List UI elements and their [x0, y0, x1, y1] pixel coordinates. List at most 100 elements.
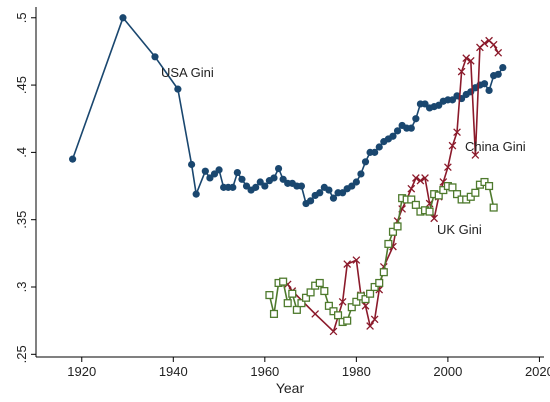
uk-gini-point [393, 222, 402, 231]
china-gini-point [480, 39, 489, 48]
y-tick-label: .45 [14, 76, 29, 94]
x-tick-label: 1940 [159, 364, 188, 379]
usa-gini-point [325, 186, 333, 194]
y-axis-ticks: .25 .3 .35 .4 .45 .5 [14, 12, 36, 363]
usa-gini-point [215, 166, 223, 174]
china-gini-point [453, 128, 461, 137]
uk-gini-point [448, 183, 457, 192]
series-usa-gini [69, 14, 507, 208]
uk-gini-point [334, 311, 343, 320]
x-tick-label: 1960 [250, 364, 279, 379]
x-tick-label: 2000 [433, 364, 462, 379]
y-tick-label: .3 [14, 282, 29, 293]
uk-gini-point [452, 190, 462, 199]
series-uk-gini [265, 177, 498, 327]
china-gini-point [444, 163, 452, 172]
usa-gini-point [238, 175, 246, 183]
uk-gini-point [343, 316, 352, 325]
uk-gini-point [388, 227, 398, 236]
china-gini-point [421, 174, 429, 182]
uk-gini-point [292, 305, 301, 314]
usa-gini-point [192, 190, 200, 198]
usa-gini-point [389, 132, 397, 140]
uk-gini-point [301, 293, 311, 302]
usa-gini-point [270, 174, 278, 182]
uk-gini-point [411, 200, 420, 209]
usa-gini-point [485, 86, 493, 95]
usa-gini-point [480, 80, 489, 88]
usa-gini-point [393, 127, 402, 135]
y-tick-label: .4 [14, 147, 29, 158]
uk-gini-point [297, 299, 306, 308]
usa-gini-point [375, 143, 383, 151]
annotation-uk: UK Gini [437, 222, 482, 237]
china-gini-point [370, 315, 379, 324]
x-tick-label: 1920 [67, 364, 96, 379]
uk-gini-point [361, 295, 370, 304]
uk-gini-point [352, 297, 361, 306]
uk-gini-point [315, 278, 324, 288]
china-gini-point [329, 327, 338, 336]
usa-gini-point [69, 155, 77, 163]
usa-gini-point [412, 115, 420, 123]
usa-gini-point [306, 197, 315, 205]
uk-gini-point [384, 239, 393, 248]
usa-gini-point [352, 178, 360, 186]
usa-gini-point [188, 160, 196, 169]
x-axis-ticks: 1920 1940 1960 1980 2000 2020 [67, 357, 550, 379]
usa-gini-point [357, 170, 365, 178]
china-gini-point [457, 67, 466, 76]
china-gini-point [338, 297, 347, 306]
uk-gini-point [375, 278, 384, 288]
y-tick-label: .25 [14, 345, 29, 363]
usa-gini-point [252, 183, 260, 191]
usa-gini-point [371, 148, 379, 156]
china-gini-point [471, 151, 480, 159]
x-tick-label: 1980 [342, 364, 371, 379]
uk-gini-point [288, 289, 297, 298]
uk-gini-point [320, 286, 329, 296]
china-gini-point [311, 310, 320, 318]
uk-gini-point [407, 195, 416, 204]
uk-gini-point [347, 303, 356, 312]
uk-gini-point [434, 191, 443, 200]
series-layer [69, 14, 507, 336]
china-gini-point [430, 214, 439, 223]
usa-gini-point [329, 194, 338, 202]
usa-gini-point [274, 164, 283, 173]
y-tick-label: .5 [14, 12, 29, 23]
china-gini-point [361, 301, 370, 310]
china-gini-point [411, 174, 420, 182]
usa-gini-point [229, 183, 237, 191]
usa-gini-point [407, 124, 415, 132]
china-gini-point [352, 256, 361, 264]
usa-gini-point [297, 182, 306, 190]
annotation-usa: USA Gini [161, 65, 214, 80]
annotation-china: China Gini [465, 139, 526, 154]
china-gini-point [416, 176, 425, 185]
x-tick-label: 2020 [525, 364, 550, 379]
uk-gini-point [306, 288, 315, 297]
usa-gini-point [316, 189, 324, 197]
china-gini-point [466, 56, 475, 65]
uk-gini-point [366, 289, 375, 298]
usa-gini-point [494, 70, 502, 78]
uk-gini-point [489, 203, 498, 212]
x-axis-title: Year [276, 380, 305, 396]
china-gini-point [366, 322, 374, 330]
uk-gini-point [265, 291, 274, 300]
usa-gini-point [499, 63, 507, 72]
uk-gini-point [269, 309, 279, 318]
usa-gini-point [233, 168, 241, 177]
china-gini-point [462, 54, 471, 63]
uk-gini-point [283, 299, 292, 308]
china-gini-point [407, 184, 416, 193]
usa-gini-point [174, 85, 182, 93]
usa-gini-point [151, 53, 159, 61]
china-gini-point [489, 40, 498, 49]
china-gini-point [343, 260, 352, 268]
usa-gini-point [361, 158, 370, 166]
uk-gini-point [279, 277, 288, 286]
uk-gini-point [471, 188, 480, 197]
